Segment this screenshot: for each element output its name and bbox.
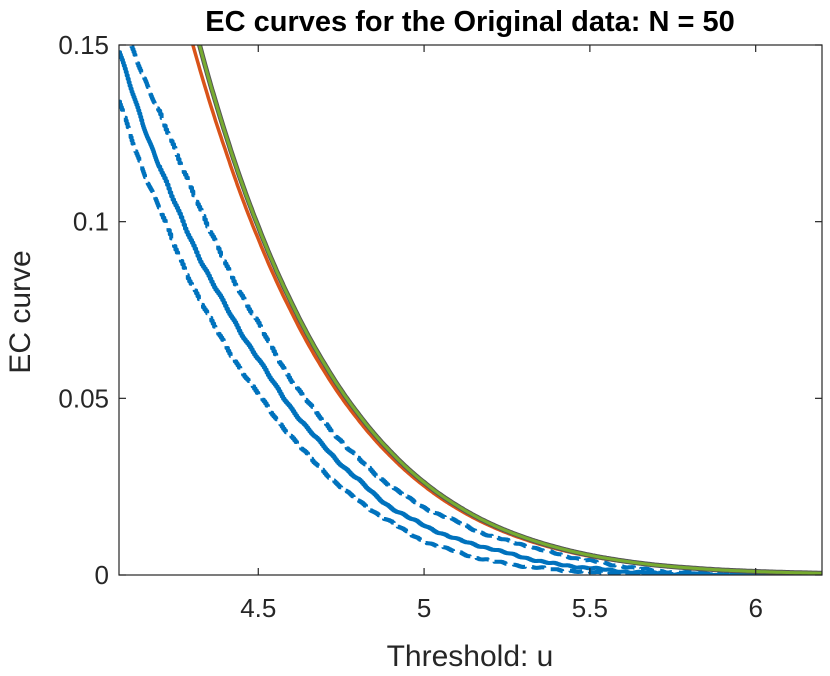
x-axis-label: Threshold: u: [387, 640, 554, 673]
x-tick-label: 4.5: [240, 593, 276, 623]
x-tick-label: 6: [748, 593, 762, 623]
series-layer: [119, 45, 822, 575]
series-lower-bound: [119, 99, 822, 575]
x-tick-label: 5.5: [572, 593, 608, 623]
plot-frame: [118, 44, 823, 576]
chart-title: EC curves for the Original data: N = 50: [205, 6, 734, 38]
y-tick-label: 0.1: [73, 207, 109, 237]
series-theoretical-orange: [191, 45, 822, 575]
series-upper-bound: [128, 45, 822, 575]
y-tick-label: 0.15: [58, 30, 109, 60]
y-axis-label: EC curve: [4, 250, 37, 373]
series-theoretical-green: [197, 45, 822, 575]
y-tick-label: 0: [95, 560, 109, 590]
axes-layer: 4.5 5 5.5 6 0 0.05 0.1 0.15: [58, 30, 823, 623]
y-tick-label: 0.05: [58, 383, 109, 413]
x-tick-label: 5: [417, 593, 431, 623]
